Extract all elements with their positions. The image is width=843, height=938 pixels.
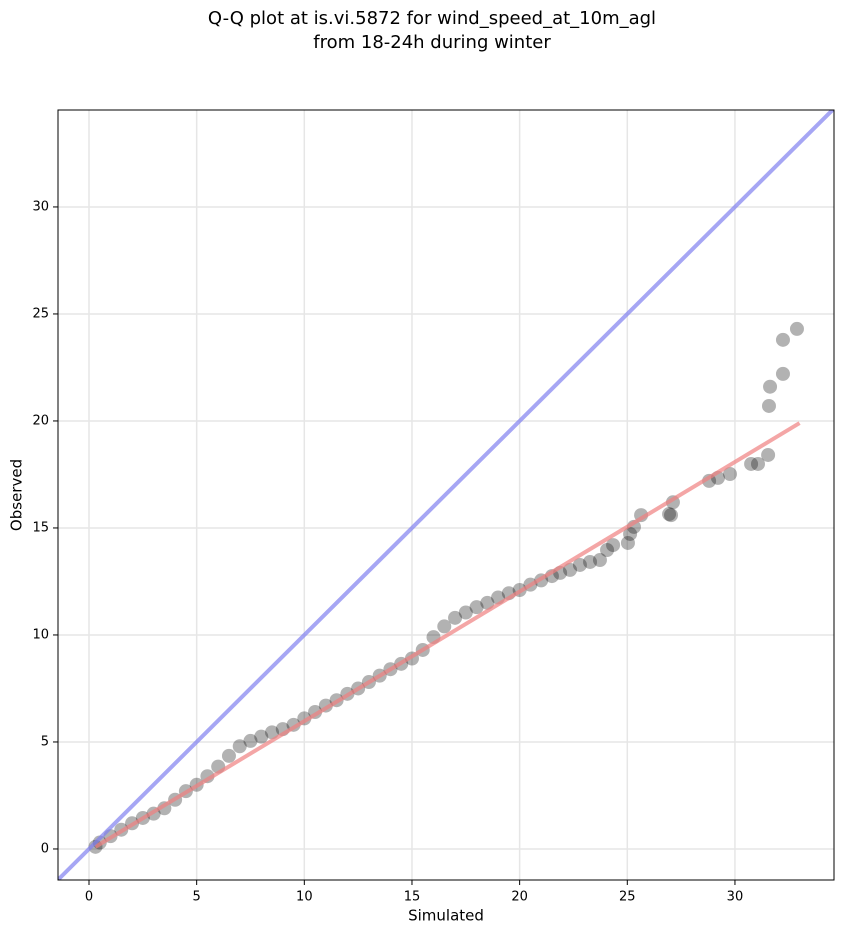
x-tick-label: 0 bbox=[85, 890, 93, 905]
ticks: 0 5 10 15 20 25 30 0 5 10 15 20 25 30 bbox=[32, 199, 743, 904]
point bbox=[761, 398, 776, 413]
x-tick-label: 15 bbox=[404, 890, 421, 905]
chart-title: Q-Q plot at is.vi.5872 for wind_speed_at… bbox=[208, 8, 656, 29]
grid bbox=[58, 110, 834, 880]
point bbox=[480, 595, 495, 610]
point bbox=[775, 366, 790, 381]
x-tick-label: 30 bbox=[727, 890, 744, 905]
plot-area bbox=[58, 110, 834, 880]
x-tick-label: 10 bbox=[296, 890, 313, 905]
point bbox=[763, 379, 778, 394]
line bbox=[94, 421, 801, 849]
y-tick-label: 20 bbox=[32, 413, 49, 428]
point bbox=[254, 729, 269, 744]
x-tick-label: 20 bbox=[511, 890, 528, 905]
axes-frame bbox=[57, 109, 835, 881]
point bbox=[623, 526, 638, 541]
point bbox=[265, 725, 280, 740]
point bbox=[243, 733, 258, 748]
y-tick-label: 5 bbox=[41, 734, 49, 749]
point bbox=[600, 543, 615, 557]
y-tick-label: 15 bbox=[32, 520, 49, 535]
point bbox=[221, 748, 236, 763]
point bbox=[592, 553, 607, 568]
point bbox=[437, 619, 452, 634]
point bbox=[469, 600, 484, 615]
point bbox=[606, 538, 621, 553]
point bbox=[789, 321, 804, 336]
y-axis-label: Observed bbox=[8, 459, 26, 531]
y-tick-label: 30 bbox=[32, 199, 49, 214]
point bbox=[563, 562, 578, 577]
point bbox=[458, 605, 473, 620]
point bbox=[664, 508, 679, 523]
y-tick-label: 0 bbox=[41, 841, 49, 856]
point bbox=[761, 447, 776, 462]
point bbox=[583, 554, 598, 569]
point bbox=[662, 507, 677, 522]
point bbox=[750, 456, 765, 471]
point bbox=[723, 467, 738, 482]
point bbox=[448, 610, 463, 625]
point bbox=[572, 557, 587, 572]
chart-title: from 18-24h during winter bbox=[313, 32, 551, 53]
point bbox=[620, 535, 635, 550]
x-tick-label: 25 bbox=[619, 890, 636, 905]
x-tick-label: 5 bbox=[193, 890, 201, 905]
point bbox=[744, 456, 759, 471]
y-tick-label: 25 bbox=[32, 306, 49, 321]
point bbox=[775, 332, 790, 347]
x-axis-label: Simulated bbox=[408, 907, 484, 925]
line bbox=[58, 110, 834, 880]
y-tick-label: 10 bbox=[32, 627, 49, 642]
point bbox=[232, 739, 247, 754]
